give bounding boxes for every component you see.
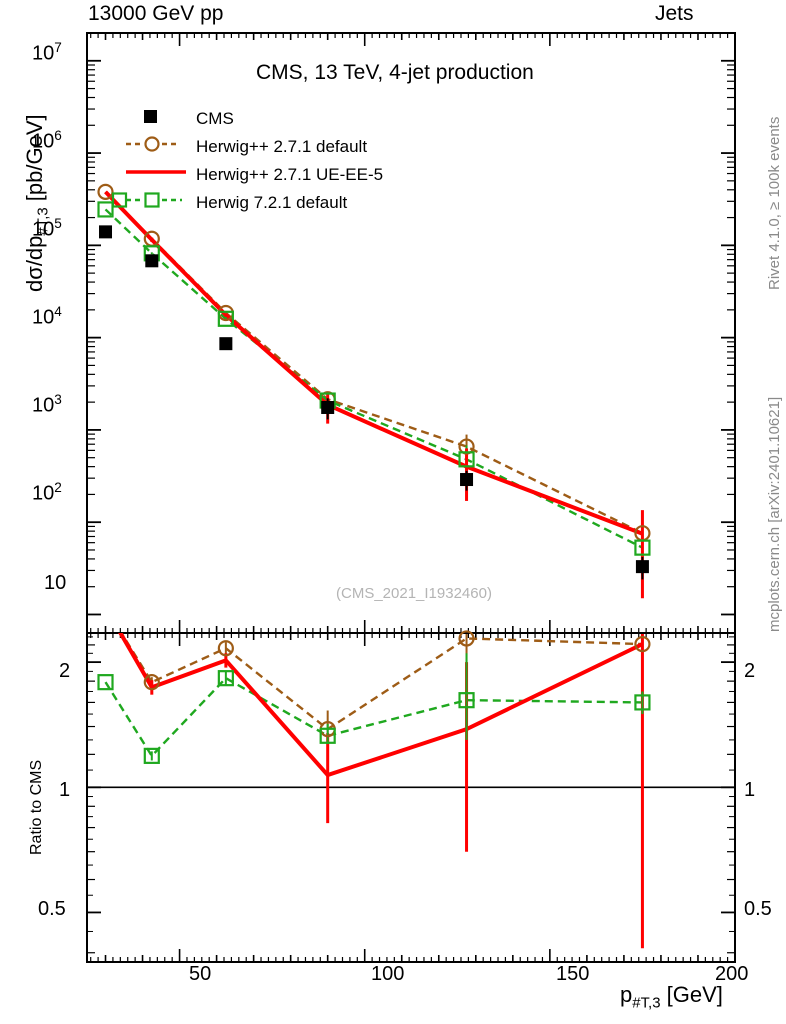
legend-marker-cms xyxy=(144,110,157,123)
xtick-3: 200 xyxy=(715,963,749,985)
legend-label-1: Herwig++ 2.7.1 default xyxy=(196,137,368,156)
main-marker-herwigpp-default xyxy=(458,438,475,455)
main-marker-cms xyxy=(460,473,474,487)
ytick-main-5: 102 xyxy=(32,480,62,505)
plot-title: CMS, 13 TeV, 4-jet production xyxy=(256,61,534,84)
main-marker-herwig721 xyxy=(97,201,114,218)
xtick-0: 50 xyxy=(189,963,212,985)
ytick-ratio-left-1: 1 xyxy=(59,779,71,801)
ratio-marker-herwig721 xyxy=(217,670,234,687)
main-marker-herwig721 xyxy=(458,451,475,468)
ytick-main-4: 103 xyxy=(32,392,62,417)
main-marker-herwig721 xyxy=(634,539,651,556)
main-line-herwigpp-default xyxy=(104,190,643,535)
main-marker-cms xyxy=(321,400,335,414)
ytick-main-1: 106 xyxy=(32,128,62,153)
main-marker-cms xyxy=(635,560,649,574)
legend-marker-herwig721 xyxy=(144,192,160,208)
ratio-marker-herwig721 xyxy=(458,692,475,709)
main-marker-herwig721 xyxy=(217,310,234,327)
main-panel-frame xyxy=(86,32,736,634)
xaxis-label-sub: #T,3 xyxy=(632,994,661,1012)
legend-markers xyxy=(111,110,186,208)
xaxis-label-b: [GeV] xyxy=(660,982,723,1007)
main-line-herwigpp-ueee5 xyxy=(104,190,644,536)
ratio-line-herwigpp-ueee5 xyxy=(118,633,644,778)
ytick-main-2: 105 xyxy=(32,216,62,241)
xaxis-label-a: p xyxy=(620,982,633,1007)
legend-label-2: Herwig++ 2.7.1 UE-EE-5 xyxy=(196,165,384,184)
ratio-marker-herwigpp-default xyxy=(458,630,475,647)
main-marker-herwigpp-default xyxy=(97,183,114,200)
header-beam-label: 13000 GeV pp xyxy=(88,2,224,25)
ratio-marker-herwigpp-default xyxy=(634,635,651,653)
main-line-herwig721 xyxy=(104,208,643,549)
ytick-ratio-left-2: 0.5 xyxy=(38,898,66,920)
ratio-marker-herwigpp-default xyxy=(143,674,160,691)
xaxis-label: p#T,3 [GeV] xyxy=(620,982,723,1011)
ytick-ratio-right-0: 2 xyxy=(744,660,756,682)
analysis-id-watermark: (CMS_2021_I1932460) xyxy=(336,585,492,602)
main-marker-cms xyxy=(99,225,113,239)
header-analysis-label: Jets xyxy=(655,2,694,25)
xtick-1: 100 xyxy=(371,963,405,985)
main-marker-cms xyxy=(219,337,233,351)
ratio-marker-herwigpp-default xyxy=(217,640,234,657)
legend-label-3: Herwig 7.2.1 default xyxy=(196,193,348,212)
legend-marker-herwigpp-default xyxy=(144,136,160,152)
ytick-ratio-right-1: 1 xyxy=(744,779,756,801)
ratio-panel-frame xyxy=(86,632,736,963)
legend-marker-herwig721-alt xyxy=(111,192,128,208)
ytick-main-3: 104 xyxy=(32,304,62,329)
legend-label-0: CMS xyxy=(196,109,234,128)
ytick-main-6: 10 xyxy=(44,572,67,594)
ratio-line-herwig721 xyxy=(104,676,643,758)
ratio-line-herwigpp-default xyxy=(120,633,643,731)
xtick-2: 150 xyxy=(556,963,590,985)
ratio-marker-herwig721 xyxy=(143,747,160,764)
ratio-marker-herwig721 xyxy=(97,674,114,691)
ytick-main-0: 107 xyxy=(32,40,62,65)
ratio-marker-herwig721 xyxy=(319,727,336,744)
generated-graphics xyxy=(86,32,736,963)
ytick-ratio-left-0: 2 xyxy=(59,660,71,682)
main-marker-cms xyxy=(145,254,159,268)
ratio-marker-herwig721 xyxy=(634,694,651,711)
ytick-ratio-right-2: 0.5 xyxy=(744,898,772,920)
